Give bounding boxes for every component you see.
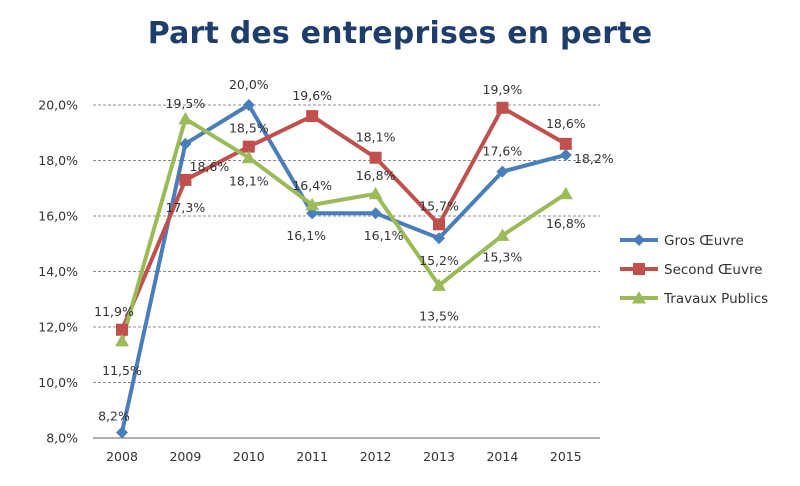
x-tick-label: 2014 [486, 449, 518, 464]
y-tick-label: 14,0% [38, 264, 78, 279]
data-point-gros-oeuvre [560, 149, 572, 161]
data-label-second-oeuvre: 19,9% [483, 82, 523, 97]
data-point-second-oeuvre [496, 102, 508, 114]
data-label-gros-oeuvre: 8,2% [98, 408, 130, 423]
data-label-second-oeuvre: 15,7% [419, 198, 459, 213]
data-label-gros-oeuvre: 16,1% [286, 228, 326, 243]
x-tick-label: 2010 [233, 449, 265, 464]
data-label-travaux-publics: 16,4% [292, 178, 332, 193]
data-label-gros-oeuvre: 17,6% [483, 144, 523, 159]
data-point-second-oeuvre [306, 110, 318, 122]
data-label-second-oeuvre: 17,3% [166, 200, 206, 215]
data-point-second-oeuvre [370, 152, 382, 164]
y-tick-label: 12,0% [38, 320, 78, 335]
data-label-second-oeuvre: 18,6% [546, 116, 586, 131]
data-label-travaux-publics: 13,5% [419, 308, 459, 323]
data-point-second-oeuvre [560, 138, 572, 150]
data-label-travaux-publics: 16,8% [356, 168, 396, 183]
x-tick-label: 2008 [106, 449, 138, 464]
data-label-gros-oeuvre: 18,2% [574, 151, 614, 166]
legend-marker-gros-oeuvre [633, 234, 645, 246]
data-label-travaux-publics: 15,3% [483, 249, 523, 264]
x-tick-label: 2011 [296, 449, 328, 464]
data-point-second-oeuvre [433, 218, 445, 230]
data-label-gros-oeuvre: 15,2% [419, 253, 459, 268]
data-label-second-oeuvre: 18,1% [356, 130, 396, 145]
data-label-second-oeuvre: 18,5% [229, 121, 269, 136]
x-tick-label: 2015 [550, 449, 582, 464]
data-point-travaux-publics [178, 112, 192, 125]
y-tick-label: 16,0% [38, 209, 78, 224]
x-tick-label: 2012 [360, 449, 392, 464]
data-point-gros-oeuvre [370, 207, 382, 219]
y-tick-label: 8,0% [46, 431, 78, 446]
data-label-travaux-publics: 18,1% [229, 174, 269, 189]
legend-label-travaux-publics: Travaux Publics [663, 291, 768, 307]
legend-label-second-oeuvre: Second Œuvre [664, 262, 763, 278]
data-label-travaux-publics: 16,8% [546, 216, 586, 231]
y-tick-label: 10,0% [38, 375, 78, 390]
data-label-gros-oeuvre: 18,6% [190, 159, 230, 174]
data-point-second-oeuvre [179, 174, 191, 186]
data-label-travaux-publics: 19,5% [166, 96, 206, 111]
x-tick-label: 2009 [169, 449, 201, 464]
y-tick-label: 18,0% [38, 153, 78, 168]
x-tick-label: 2013 [423, 449, 455, 464]
y-tick-label: 20,0% [38, 98, 78, 113]
data-point-travaux-publics [559, 187, 573, 200]
data-label-second-oeuvre: 19,6% [292, 88, 332, 103]
legend-label-gros-oeuvre: Gros Œuvre [664, 233, 744, 249]
data-point-gros-oeuvre [116, 426, 128, 438]
data-label-travaux-publics: 11,5% [102, 363, 142, 378]
data-label-gros-oeuvre: 20,0% [229, 77, 269, 92]
legend-marker-second-oeuvre [633, 263, 645, 275]
data-label-second-oeuvre: 11,9% [94, 304, 134, 319]
data-label-gros-oeuvre: 16,1% [364, 228, 404, 243]
